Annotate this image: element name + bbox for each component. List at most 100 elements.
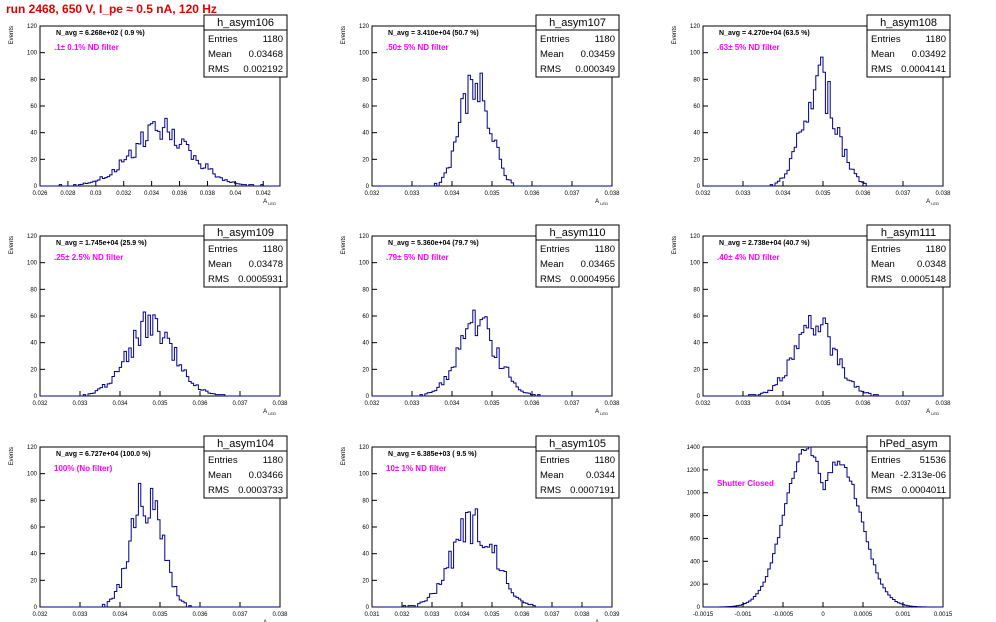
x-tick-label: 0.034	[444, 401, 460, 407]
histogram-panel-h_asym109: 0 20 40 60 80 100 120 0.032 0.033 0.034 0.035 0.036…	[9, 224, 288, 416]
x-tick-label: 0.033	[424, 612, 440, 618]
stats-key-mean: Mean	[208, 49, 232, 60]
x-tick-label: 0.036	[855, 401, 871, 407]
stats-value-entries: 1180	[926, 244, 946, 255]
navg-label: N_avg = 2.738e+04 (40.7 %)	[719, 240, 810, 247]
stats-key-rms: RMS	[871, 274, 892, 285]
y-tick-label: 0	[34, 184, 38, 190]
x-tick-label: 0.038	[574, 612, 590, 618]
y-tick-label: 800	[690, 514, 701, 520]
navg-label: N_avg = 5.360e+04 (79.7 %)	[388, 240, 479, 247]
x-tick-label: 0.032	[364, 191, 380, 197]
x-tick-label: 0.032	[394, 612, 410, 618]
y-tick-label: 20	[362, 367, 369, 373]
x-tick-label: 0.032	[116, 191, 132, 197]
histogram-series	[372, 508, 612, 608]
filter-label: .50± 5% ND filter	[386, 43, 449, 52]
stats-value-mean: 0.03492	[912, 49, 946, 60]
x-tick-label: 0.037	[895, 191, 911, 197]
x-tick-label: 0.037	[232, 401, 248, 407]
stats-value-mean: 0.03468	[249, 49, 283, 60]
y-tick-label: 60	[693, 314, 700, 320]
x-tick-label: 0.001	[895, 612, 911, 618]
stats-key-mean: Mean	[871, 470, 895, 481]
y-tick-label: 0	[697, 184, 701, 190]
y-tick-label: 100	[359, 472, 370, 478]
stats-key-rms: RMS	[871, 485, 892, 496]
filter-label: 10± 1% ND filter	[386, 464, 446, 473]
stats-value-mean: 0.03466	[249, 470, 283, 481]
x-tick-label: 0.036	[524, 191, 540, 197]
stats-box	[203, 224, 288, 288]
x-tick-label: 0.035	[484, 191, 500, 197]
stats-title: h_asym104	[217, 438, 274, 450]
histogram-panel-h_asym105: 0 20 40 60 80 100 120 0.031 0.032 0.033 0.034 0.035…	[341, 435, 620, 622]
y-tick-label: 0	[697, 605, 701, 611]
x-tick-label: 0.035	[815, 401, 831, 407]
y-tick-label: 80	[30, 287, 37, 293]
stats-box	[866, 224, 951, 288]
x-tick-label: 0.036	[192, 401, 208, 407]
y-tick-label: 600	[690, 536, 701, 542]
stats-value-rms: 0.000349	[575, 64, 615, 75]
stats-value-entries: 51536	[920, 455, 946, 466]
y-axis-label: Events	[9, 26, 15, 44]
navg-label: N_avg = 3.410e+04 (50.7 %)	[388, 30, 479, 37]
navg-label: N_avg = 6.268e+02 ( 0.9 %)	[56, 30, 145, 37]
x-tick-label: 0.035	[815, 191, 831, 197]
stats-value-rms: 0.0004956	[570, 274, 615, 285]
y-tick-label: 40	[30, 341, 37, 347]
x-tick-label: 0.032	[364, 401, 380, 407]
x-axis-label: A LED	[595, 620, 608, 622]
stats-value-mean: 0.03459	[581, 49, 615, 60]
navg-label: N_avg = 6.385e+03 ( 9.5 %)	[388, 451, 477, 458]
y-axis-label: Events	[9, 447, 15, 465]
histogram-series	[40, 117, 280, 187]
x-tick-label: 0.037	[564, 191, 580, 197]
stats-value-rms: 0.0004011	[902, 485, 946, 496]
y-tick-label: 0	[366, 394, 370, 400]
x-tick-label: 0.036	[192, 612, 208, 618]
x-tick-label: 0.034	[444, 191, 460, 197]
stats-value-mean: 0.03465	[581, 259, 615, 270]
y-tick-label: 1000	[687, 491, 701, 497]
histogram-panel-h_asym106: 0 20 40 60 80 100 120 0.026 0.028 0.03 0.032 0.034 0…	[9, 14, 288, 206]
y-tick-label: 20	[30, 157, 37, 163]
y-tick-label: 0	[697, 394, 701, 400]
y-tick-label: 80	[30, 77, 37, 83]
y-tick-label: 0	[34, 605, 38, 611]
y-tick-label: 40	[693, 341, 700, 347]
stats-value-rms: 0.0004141	[901, 64, 946, 75]
x-axis-label: A LED	[595, 409, 608, 416]
stats-title: h_asym106	[217, 17, 274, 29]
y-tick-label: 60	[362, 104, 369, 110]
y-tick-label: 120	[690, 234, 701, 240]
histogram-series	[372, 72, 612, 187]
stats-value-entries: 1180	[595, 455, 615, 466]
y-tick-label: 120	[27, 234, 38, 240]
x-tick-label: 0.038	[200, 191, 216, 197]
x-tick-label: 0.036	[172, 191, 188, 197]
histogram-panel-h_asym111: 0 20 40 60 80 100 120 0.032 0.033 0.034 0.035 0.036…	[672, 224, 951, 416]
y-axis-label: Events	[672, 236, 678, 254]
x-tick-label: 0.035	[152, 401, 168, 407]
stats-key-mean: Mean	[540, 49, 564, 60]
y-tick-label: 120	[690, 24, 701, 30]
histogram-series	[372, 309, 612, 397]
filter-label: 100% (No filter)	[54, 464, 113, 473]
x-tick-label: 0.034	[112, 401, 128, 407]
stats-key-entries: Entries	[208, 455, 238, 466]
stats-key-entries: Entries	[871, 34, 901, 45]
y-tick-label: 80	[362, 287, 369, 293]
y-tick-label: 120	[27, 445, 38, 451]
stats-title: hPed_asym	[879, 438, 937, 450]
stats-value-rms: 0.0005931	[238, 274, 283, 285]
x-tick-label: 0.034	[144, 191, 160, 197]
y-tick-label: 120	[359, 445, 370, 451]
stats-title: h_asym110	[549, 227, 605, 239]
y-tick-label: 80	[693, 287, 700, 293]
stats-key-rms: RMS	[208, 274, 229, 285]
y-tick-label: 60	[30, 525, 37, 531]
x-tick-label: 0.038	[935, 191, 951, 197]
x-axis-label: A LED	[263, 199, 276, 206]
